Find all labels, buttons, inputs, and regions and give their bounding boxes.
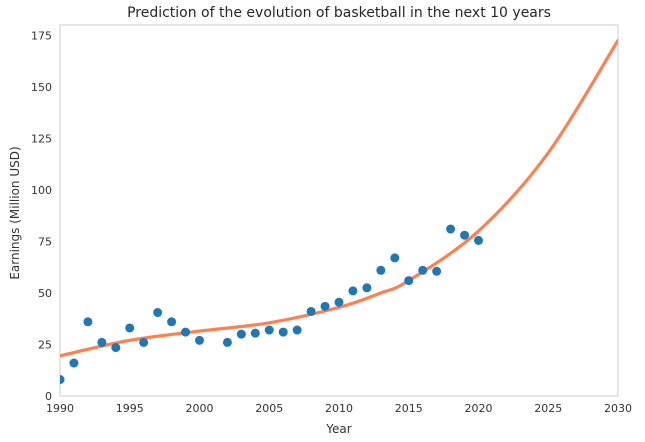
y-tick-label: 125: [31, 132, 52, 145]
data-point: [348, 286, 358, 296]
data-point: [250, 328, 260, 338]
data-point: [320, 301, 330, 311]
data-point: [264, 325, 274, 335]
data-point: [69, 358, 79, 368]
data-point: [278, 327, 288, 337]
data-point: [167, 317, 177, 327]
y-tick-label: 175: [31, 29, 52, 42]
data-point: [390, 253, 400, 263]
data-point: [404, 276, 414, 286]
data-point: [139, 337, 149, 347]
data-point: [97, 337, 107, 347]
x-tick-label: 1995: [116, 402, 144, 415]
data-point: [446, 224, 456, 234]
data-point: [125, 323, 135, 333]
data-point: [376, 265, 386, 275]
y-axis-label: Earnings (Million USD): [8, 146, 22, 279]
x-tick-label: 2000: [186, 402, 214, 415]
x-tick-label: 2005: [255, 402, 283, 415]
data-point: [306, 306, 316, 316]
x-tick-label: 2025: [534, 402, 562, 415]
data-point: [222, 337, 232, 347]
plot-area: 1990 1995 2000 2005 2010 2015 2020 2025 2030 0 25 5…: [31, 24, 632, 415]
data-point: [195, 335, 204, 345]
data-point: [460, 230, 470, 240]
data-point: [432, 266, 442, 276]
y-tick-label: 150: [31, 81, 52, 94]
data-point: [236, 329, 246, 339]
data-point: [292, 325, 302, 335]
y-tick-label: 0: [45, 390, 52, 403]
trend-curve: [60, 38, 618, 358]
data-point: [334, 297, 344, 307]
plot-frame: [59, 24, 619, 397]
data-point: [60, 375, 65, 385]
y-tick-label: 50: [38, 287, 52, 300]
y-tick-label: 75: [38, 235, 52, 248]
data-point: [418, 265, 428, 275]
data-point: [83, 317, 93, 327]
x-tick-label: 2010: [325, 402, 353, 415]
data-point: [362, 283, 372, 293]
x-tick-label: 2015: [395, 402, 423, 415]
x-tick-label: 2020: [465, 402, 493, 415]
data-point: [474, 235, 483, 245]
x-tick-label: 2030: [604, 402, 632, 415]
y-tick-label: 100: [31, 184, 52, 197]
data-point: [181, 327, 191, 337]
chart-title: Prediction of the evolution of basketbal…: [127, 5, 551, 21]
x-axis-label: Year: [325, 422, 351, 436]
data-point: [111, 343, 121, 353]
x-tick-label: 1990: [46, 402, 74, 415]
data-point: [153, 308, 163, 318]
y-tick-label: 25: [38, 338, 52, 351]
